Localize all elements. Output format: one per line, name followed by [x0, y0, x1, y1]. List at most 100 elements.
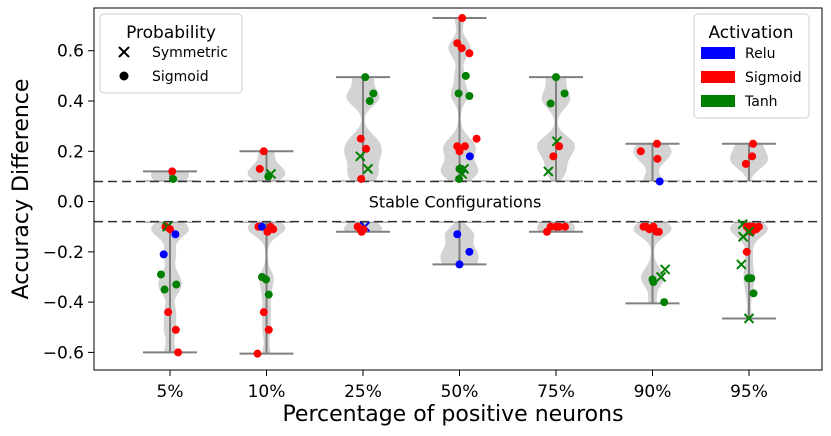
x-tick-label-5: 90% — [634, 382, 672, 402]
point-x-stroke-b — [551, 136, 563, 147]
y-tick-label-3: 0.0 — [57, 193, 84, 213]
point-4-2 — [546, 99, 555, 108]
y-tick-label-2: −0.2 — [43, 243, 84, 263]
point-5-1 — [636, 147, 645, 156]
legend-activation: Activation Relu Sigmoid Tanh — [693, 13, 810, 119]
point-3-0 — [458, 14, 467, 23]
point-3-7 — [472, 134, 481, 143]
x-tick-label-2: 25% — [344, 382, 382, 402]
point-3-17 — [453, 230, 462, 239]
point-x-6-14 — [736, 259, 747, 270]
legend-tanh-swatch — [701, 95, 735, 107]
legend-sigmoid-act-label: Sigmoid — [745, 70, 802, 86]
point-2-3 — [356, 134, 365, 143]
point-4-10 — [561, 222, 569, 231]
point-6-2 — [741, 159, 750, 168]
point-0-7 — [157, 270, 165, 279]
point-3-4 — [461, 71, 470, 80]
point-5-2 — [653, 154, 662, 163]
point-1-1 — [255, 164, 264, 173]
stable-band-layer: Stable Configurations — [94, 180, 822, 223]
legend-relu-swatch — [701, 47, 735, 59]
legend-probability-frame — [99, 13, 243, 94]
point-4-0 — [552, 73, 560, 82]
point-x-5-11 — [655, 271, 667, 283]
point-2-2 — [365, 97, 374, 106]
point-x-stroke-b — [543, 166, 554, 177]
point-x-2-6 — [362, 163, 374, 175]
point-2-12 — [357, 227, 366, 236]
stable-band-label: Stable Configurations — [369, 193, 542, 212]
legend-activation-frame — [693, 13, 810, 119]
point-3-5 — [454, 89, 463, 98]
point-4-4 — [555, 142, 564, 151]
point-0-9 — [172, 280, 181, 289]
point-x-stroke-b — [737, 231, 749, 242]
x-tick-label-0: 5% — [157, 382, 184, 402]
point-5-13 — [649, 278, 658, 287]
legend-symmetric-marker — [118, 46, 130, 58]
point-3-11 — [465, 152, 474, 161]
x-tick-label-6: 95% — [730, 382, 768, 402]
y-tick-label-5: 0.4 — [57, 92, 84, 112]
point-5-3 — [655, 177, 664, 186]
point-x-5-10 — [659, 264, 671, 275]
y-tick-label-6: 0.6 — [57, 42, 84, 62]
point-x-6-12 — [737, 231, 749, 242]
point-x-stroke-b — [736, 259, 747, 270]
x-tick-label-4: 75% — [537, 382, 575, 402]
point-4-5 — [549, 152, 558, 161]
x-axis-label: Percentage of positive neurons — [282, 402, 623, 427]
x-axis: 5% 10% 25% 50% 75% 90% 95% — [157, 370, 768, 402]
legend-relu-label: Relu — [745, 46, 775, 62]
point-1-14 — [264, 325, 273, 334]
legend-activation-title: Activation — [708, 23, 793, 43]
legend-sigmoid-swatch — [701, 71, 735, 83]
plot-frame — [93, 7, 823, 371]
point-0-1 — [169, 174, 178, 183]
point-x-stroke-b — [659, 264, 671, 275]
point-0-4 — [166, 225, 174, 234]
legend-sigmoid-label: Sigmoid — [152, 69, 209, 85]
legend-tanh-label: Tanh — [744, 94, 778, 110]
point-3-3 — [465, 49, 474, 58]
point-3-9 — [460, 142, 469, 151]
point-1-15 — [253, 349, 262, 358]
point-3-10 — [455, 147, 464, 156]
point-0-6 — [159, 250, 168, 259]
point-x-4-6 — [543, 166, 554, 177]
point-x-stroke-b — [737, 218, 748, 230]
point-6-16 — [747, 274, 756, 283]
point-1-6 — [258, 222, 266, 231]
point-4-11 — [543, 227, 551, 236]
point-1-13 — [259, 308, 268, 317]
point-2-7 — [357, 174, 366, 183]
y-tick-label-0: −0.6 — [43, 343, 84, 363]
point-1-11 — [262, 275, 271, 284]
point-4-1 — [560, 89, 569, 98]
point-6-17 — [749, 289, 758, 298]
point-x-6-18 — [743, 313, 755, 324]
point-5-14 — [660, 298, 669, 307]
point-1-0 — [259, 147, 268, 156]
y-axis: −0.6 −0.4 −0.2 0.0 0.2 0.4 0.6 — [43, 42, 94, 363]
point-x-stroke-b — [655, 271, 667, 283]
point-2-1 — [369, 89, 378, 98]
legend-symmetric-label: Symmetric — [152, 45, 228, 61]
point-4-9 — [555, 222, 564, 231]
legend-probability: Probability Symmetric Sigmoid — [99, 13, 243, 94]
point-0-12 — [174, 348, 183, 357]
point-x-stroke-b — [362, 163, 374, 175]
y-tick-label-4: 0.2 — [57, 142, 84, 162]
point-1-9 — [263, 227, 272, 236]
point-1-3 — [264, 172, 273, 181]
point-0-5 — [171, 230, 180, 239]
x-tick-label-3: 50% — [441, 382, 479, 402]
legend-sigmoid-marker — [119, 71, 129, 81]
point-5-0 — [653, 139, 661, 148]
point-1-12 — [264, 290, 273, 299]
point-2-4 — [362, 144, 371, 153]
point-x-2-5 — [355, 151, 366, 162]
y-tick-label-1: −0.4 — [43, 293, 84, 313]
